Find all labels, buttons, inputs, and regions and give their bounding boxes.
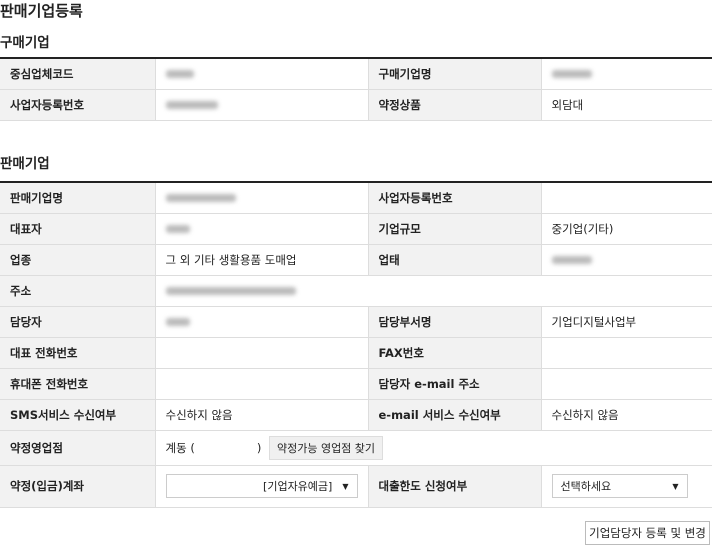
table-row: 사업자등록번호 약정상품 외담대 <box>0 89 712 121</box>
label: 휴대폰 전화번호 <box>0 368 155 400</box>
branch-suffix: ) <box>256 440 262 455</box>
label: 담당자 e-mail 주소 <box>367 368 541 400</box>
table-row: 업종 그 외 기타 생활용품 도매업 업태 <box>0 244 712 276</box>
mobile-value <box>154 368 368 400</box>
loan-cell: 선택하세요 ▼ <box>540 465 712 508</box>
find-branch-button[interactable]: 약정가능 영업점 찾기 <box>268 435 384 460</box>
table-row: 대표자 기업규모 중기업(기타) <box>0 213 712 245</box>
label: 판매기업명 <box>0 182 155 214</box>
buyer-name-value <box>540 58 712 90</box>
label: 업종 <box>0 244 155 276</box>
label: 약정상품 <box>367 89 541 121</box>
industry-value: 그 외 기타 생활용품 도매업 <box>154 244 368 276</box>
label: 대출한도 신청여부 <box>367 465 541 508</box>
label: FAX번호 <box>367 337 541 369</box>
account-selected: [기업자유예금] <box>263 480 333 493</box>
table-row: SMS서비스 수신여부 수신하지 않음 e-mail 서비스 수신여부 수신하지… <box>0 399 712 431</box>
seller-table: 판매기업명 사업자등록번호 대표자 기업규모 중기업(기타) 업종 그 외 기타… <box>0 181 712 508</box>
address-value <box>154 275 712 307</box>
seller-section-title: 판매기업 <box>0 156 50 172</box>
branch-value: 계동 () 약정가능 영업점 찾기 <box>154 430 712 466</box>
label: SMS서비스 수신여부 <box>0 399 155 431</box>
manager-value <box>154 306 368 338</box>
label: 약정(입금)계좌 <box>0 465 155 508</box>
label: 기업규모 <box>367 213 541 245</box>
loan-selected: 선택하세요 <box>560 480 612 493</box>
label: 사업자등록번호 <box>367 182 541 214</box>
label: e-mail 서비스 수신여부 <box>367 399 541 431</box>
table-row: 판매기업명 사업자등록번호 <box>0 182 712 214</box>
fax-value <box>540 337 712 369</box>
label: 업태 <box>367 244 541 276</box>
ceo-value <box>154 213 368 245</box>
dropdown-arrow-icon: ▼ <box>342 481 349 491</box>
account-cell: [기업자유예금] ▼ <box>154 465 368 508</box>
table-row: 담당자 담당부서명 기업디지털사업부 <box>0 306 712 338</box>
page-title: 판매기업등록 <box>0 2 83 20</box>
seller-name-value <box>154 182 368 214</box>
label: 대표 전화번호 <box>0 337 155 369</box>
label: 약정영업점 <box>0 430 155 466</box>
table-row: 중심업체코드 구매기업명 <box>0 58 712 90</box>
account-select[interactable]: [기업자유예금] ▼ <box>165 474 358 498</box>
buyer-section-title: 구매기업 <box>0 35 50 51</box>
size-value: 중기업(기타) <box>540 213 712 245</box>
label: 구매기업명 <box>367 58 541 90</box>
buyer-table: 중심업체코드 구매기업명 사업자등록번호 약정상품 외담대 <box>0 57 712 121</box>
label: 중심업체코드 <box>0 58 155 90</box>
table-row: 주소 <box>0 275 712 307</box>
seller-bizno-value <box>540 182 712 214</box>
dept-value: 기업디지털사업부 <box>540 306 712 338</box>
sms-value: 수신하지 않음 <box>154 399 368 431</box>
table-row: 휴대폰 전화번호 담당자 e-mail 주소 <box>0 368 712 400</box>
label: 담당자 <box>0 306 155 338</box>
label: 주소 <box>0 275 155 307</box>
email-service-value: 수신하지 않음 <box>540 399 712 431</box>
product-value: 외담대 <box>540 89 712 121</box>
label: 사업자등록번호 <box>0 89 155 121</box>
type-value <box>540 244 712 276</box>
label: 대표자 <box>0 213 155 245</box>
tel-value <box>154 337 368 369</box>
table-row: 약정(입금)계좌 [기업자유예금] ▼ 대출한도 신청여부 선택하세요 ▼ <box>0 465 712 508</box>
buyer-code-value <box>154 58 368 90</box>
buyer-bizno-value <box>154 89 368 121</box>
email-value <box>540 368 712 400</box>
table-row: 약정영업점 계동 () 약정가능 영업점 찾기 <box>0 430 712 466</box>
label: 담당부서명 <box>367 306 541 338</box>
dropdown-arrow-icon: ▼ <box>672 481 679 491</box>
table-row: 대표 전화번호 FAX번호 <box>0 337 712 369</box>
branch-name: 계동 ( <box>165 440 195 455</box>
loan-select[interactable]: 선택하세요 ▼ <box>551 474 688 498</box>
register-manager-button[interactable]: 기업담당자 등록 및 변경 <box>585 521 710 545</box>
